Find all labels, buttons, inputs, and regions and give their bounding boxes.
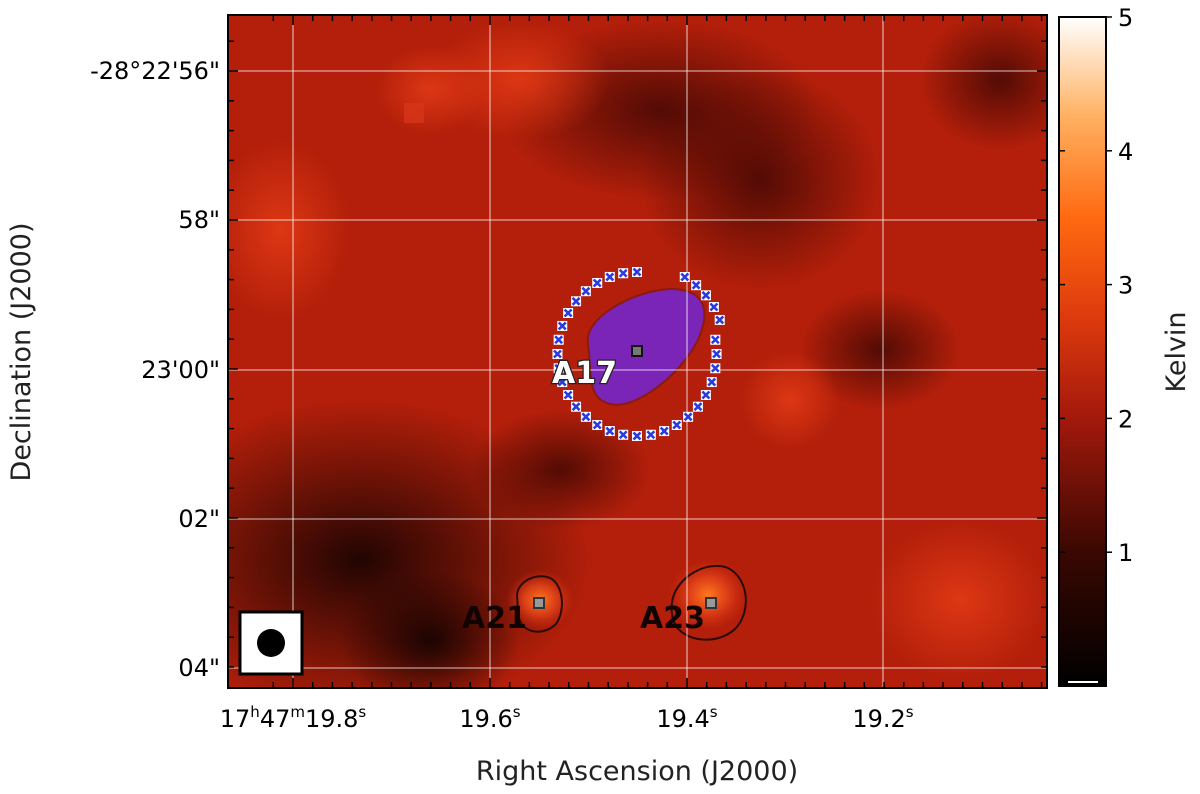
y-tick-label-56: -28°22'56"	[90, 57, 220, 85]
ring-marker	[557, 377, 568, 388]
ring-marker	[700, 290, 711, 301]
y-tick-label-60: 23'00"	[141, 356, 220, 384]
a17-label: A17	[552, 356, 617, 391]
ring-marker	[592, 277, 603, 288]
ring-marker	[659, 426, 670, 437]
ring-marker	[592, 420, 603, 431]
a21-marker	[533, 597, 545, 609]
ring-markers	[552, 267, 725, 441]
ring-marker	[679, 271, 690, 282]
x-axis-title: Right Ascension (J2000)	[476, 756, 798, 787]
ring-marker	[552, 349, 563, 359]
colorbar-tick-label-4: 4	[1118, 138, 1133, 166]
a21-contour	[515, 575, 563, 633]
ring-marker	[632, 267, 642, 277]
ring-marker	[700, 390, 711, 400]
ring-marker	[553, 334, 564, 345]
ring-marker	[557, 320, 568, 331]
beam-box	[238, 610, 304, 676]
colorbar-tick-label-2: 2	[1118, 405, 1133, 433]
colorbar-ticks	[1059, 16, 1112, 553]
a17-highlight-region	[586, 288, 706, 406]
ring-marker	[692, 401, 703, 412]
ring-marker	[710, 363, 721, 374]
colorbar-tick-label-5: 5	[1118, 4, 1133, 32]
ring-marker	[708, 302, 719, 312]
ring-marker	[618, 429, 629, 440]
ring-marker	[706, 377, 717, 388]
a17-marker	[631, 345, 643, 357]
colorbar-tick-labels: 1 2 3 4 5	[1118, 4, 1133, 567]
ring-marker	[604, 271, 615, 282]
ring-marker	[618, 268, 629, 279]
a23-label: A23	[640, 601, 705, 636]
colorbar: 1 2 3 4 5 Kelvin	[1058, 4, 1192, 687]
ring-marker	[580, 286, 591, 297]
ring-marker	[571, 296, 582, 307]
x-tick-labels: 17h47m19.8s 19.6s 19.4s 19.2s	[220, 703, 914, 733]
ring-marker	[580, 411, 591, 422]
colorbar-title: Kelvin	[1161, 311, 1192, 392]
ring-marker	[671, 420, 682, 431]
a21-label: A21	[462, 601, 527, 636]
grid-lines	[228, 15, 1047, 688]
y-tick-labels: -28°22'56" 58" 23'00" 02" 04"	[90, 57, 220, 682]
ring-marker	[691, 280, 702, 291]
y-tick-label-62: 02"	[178, 505, 220, 533]
ring-marker	[645, 429, 656, 440]
ring-marker	[571, 401, 582, 412]
y-tick-label-64: 04"	[178, 654, 220, 682]
ring-marker	[714, 314, 725, 325]
ring-marker	[604, 426, 615, 437]
ring-marker	[563, 390, 574, 400]
intensity-map: A17 A21 A23	[228, 15, 1047, 688]
colorbar-gradient	[1059, 17, 1106, 686]
x-tick-label-19.4: 19.4s	[656, 703, 717, 733]
ring-marker	[683, 411, 694, 422]
map-frame	[227, 14, 1048, 689]
ring-marker	[553, 363, 564, 374]
colorbar-tick-label-1: 1	[1118, 539, 1133, 567]
ring-marker	[563, 308, 574, 318]
x-tick-label-19.8: 17h47m19.8s	[220, 703, 367, 733]
x-tick-label-19.2: 19.2s	[852, 703, 913, 733]
y-tick-label-58: 58"	[178, 206, 220, 234]
y-axis-title: Declination (J2000)	[6, 223, 37, 482]
colorbar-tick-label-3: 3	[1118, 272, 1133, 300]
x-tick-label-19.6: 19.6s	[459, 703, 520, 733]
a23-marker	[705, 597, 717, 609]
axis-ticks	[228, 15, 1047, 688]
a23-contour	[670, 564, 747, 641]
ring-marker	[710, 334, 721, 345]
ring-marker	[632, 431, 642, 441]
ring-marker	[711, 349, 722, 359]
